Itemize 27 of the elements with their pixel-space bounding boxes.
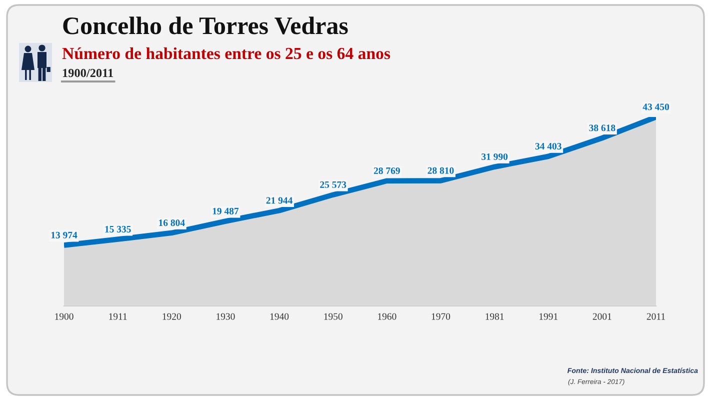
x-tick-label: 1900 xyxy=(55,313,74,320)
x-tick-label: 1911 xyxy=(109,313,127,320)
x-tick-label: 1960 xyxy=(378,313,396,320)
x-tick-label: 2001 xyxy=(592,313,612,320)
data-label: 43 450 xyxy=(642,104,669,110)
data-label: 38 618 xyxy=(589,124,616,132)
data-label: 28 769 xyxy=(374,167,400,174)
x-tick-label: 1981 xyxy=(486,313,504,320)
x-tick-label: 1991 xyxy=(539,313,558,320)
data-label: 34 403 xyxy=(535,142,562,150)
x-tick-label: 1970 xyxy=(432,313,450,320)
x-tick-label: 1950 xyxy=(324,313,342,320)
x-tick-label: 1930 xyxy=(216,313,235,320)
data-label: 16 804 xyxy=(159,220,185,226)
data-label: 21 944 xyxy=(266,197,292,204)
data-label: 15 335 xyxy=(105,226,131,232)
data-label: 25 573 xyxy=(320,181,346,188)
data-label: 28 810 xyxy=(428,167,454,174)
x-tick-label: 1920 xyxy=(162,313,181,320)
data-label: 13 974 xyxy=(51,232,78,238)
data-label: 31 990 xyxy=(482,153,508,160)
chart-title: Concelho de Torres Vedras xyxy=(63,16,348,34)
chart-subtitle: Número de habitantes entre os 25 e os 64 anos xyxy=(62,47,390,60)
x-tick-label: 1940 xyxy=(270,313,289,320)
data-label: 19 487 xyxy=(212,208,239,214)
x-tick-label: 2011 xyxy=(646,313,665,320)
text: 1900/2011 xyxy=(62,68,113,78)
